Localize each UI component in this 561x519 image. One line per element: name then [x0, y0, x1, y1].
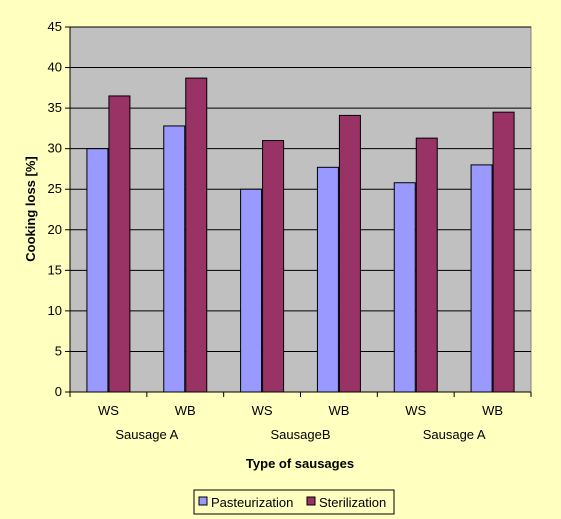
legend-label-sterilization: Sterilization — [319, 495, 386, 510]
legend: Pasteurization Sterilization — [193, 489, 395, 515]
y-tick-label: 15 — [48, 262, 62, 277]
bar-pasteurization-1 — [86, 148, 109, 393]
legend-label-pasteurization: Pasteurization — [211, 495, 293, 510]
y-tick-label: 5 — [55, 343, 62, 358]
x-category-label: WS — [405, 403, 426, 418]
y-tick-label: 25 — [48, 181, 62, 196]
grid-lines — [70, 26, 531, 352]
bar-sterilization-5 — [415, 137, 438, 393]
x-group-label: Sausage A — [115, 427, 178, 442]
bar-sterilization-4 — [338, 114, 361, 393]
x-category-label: WS — [252, 403, 273, 418]
bar-sterilization-2 — [185, 77, 208, 393]
y-tick-label: 35 — [48, 100, 62, 115]
x-axis: WS WB WS WB WS WB Sausage A SausageB Sausage A — [69, 391, 532, 442]
legend-swatch-sterilization — [306, 496, 316, 506]
bar-sterilization-6 — [492, 111, 515, 393]
bar-sterilization-3 — [262, 140, 285, 393]
y-tick-label: 20 — [48, 222, 62, 237]
legend-box — [193, 489, 395, 515]
plot-area — [69, 26, 532, 393]
bar-sterilization-1 — [108, 95, 131, 393]
bar-pasteurization-2 — [163, 125, 186, 393]
y-tick-label: 0 — [55, 384, 62, 399]
x-category-label: WS — [98, 403, 119, 418]
x-group-label: SausageB — [271, 427, 331, 442]
bar-pasteurization-6 — [470, 164, 493, 393]
x-category-label: WB — [328, 403, 349, 418]
x-category-label: WB — [175, 403, 196, 418]
y-axis: 0 5 10 15 20 25 30 35 40 45 — [48, 19, 71, 399]
bar-pasteurization-5 — [393, 182, 416, 393]
y-axis-title: Cooking loss [%] — [23, 156, 38, 261]
y-tick-label: 45 — [48, 19, 62, 34]
y-tick-label: 30 — [48, 141, 62, 156]
x-axis-title: Type of sausages — [246, 456, 354, 471]
bars — [86, 77, 515, 393]
bar-pasteurization-3 — [240, 188, 263, 393]
bar-pasteurization-4 — [316, 166, 339, 393]
x-group-label: Sausage A — [423, 427, 486, 442]
legend-swatch-pasteurization — [198, 496, 208, 506]
y-tick-label: 10 — [48, 303, 62, 318]
x-category-label: WB — [482, 403, 503, 418]
y-tick-label: 40 — [48, 60, 62, 75]
